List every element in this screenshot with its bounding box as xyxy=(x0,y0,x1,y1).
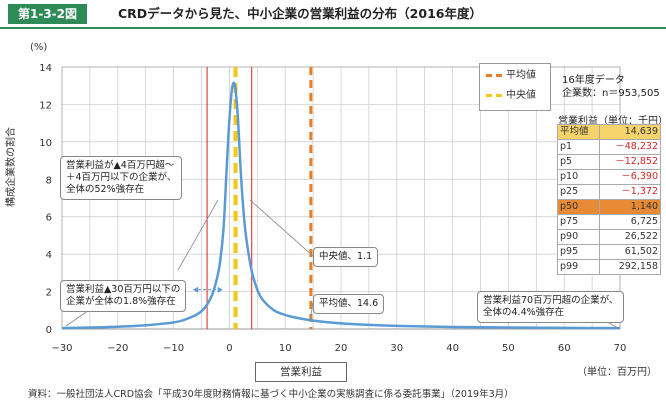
callout-range-4m-line2: ＋4百万円以下の企業が、 xyxy=(66,172,177,183)
reference-lines xyxy=(206,67,313,329)
callout-loss-30m-line2: 企業が全体の1.8%強存在 xyxy=(66,296,176,307)
legend-label-median: 中央値 xyxy=(506,90,536,101)
table-row: p1 －48,232 xyxy=(556,139,661,155)
table-row-value: 26,522 xyxy=(599,229,661,245)
x-tick-label: 20 xyxy=(335,343,348,354)
table-row: p10 －6,390 xyxy=(556,169,661,185)
y-tick-label: 0 xyxy=(46,325,52,336)
legend: 平均値 中央値 xyxy=(479,63,551,111)
legend-label-mean: 平均値 xyxy=(506,70,536,81)
x-tick-label: 30 xyxy=(390,343,403,354)
table-row-label: p25 xyxy=(556,184,601,200)
table-row: p25 －1,372 xyxy=(556,184,661,200)
y-tick-label: 10 xyxy=(39,138,52,149)
table-row-value: －6,390 xyxy=(599,169,661,185)
x-tick-label: 0 xyxy=(226,343,232,354)
table-row-value: 14,639 xyxy=(599,124,661,140)
legend-swatch-mean xyxy=(486,73,502,77)
table-row-value: －48,232 xyxy=(599,139,661,155)
y-tick-label: 14 xyxy=(39,63,52,74)
y-axis-title: 構成企業数の割合 xyxy=(6,127,17,207)
callout-profit-70m-line2: 全体の4.4%強存在 xyxy=(483,307,565,318)
table-row-label: p90 xyxy=(556,229,601,245)
range-arrow-head-left xyxy=(193,286,199,293)
x-tick-label: 70 xyxy=(614,343,627,354)
callout-pointer-median xyxy=(249,199,314,257)
x-axis-title: 営業利益 xyxy=(255,362,347,382)
table-row-value: 292,158 xyxy=(599,259,661,275)
callout-pointer-range xyxy=(177,199,219,271)
y-tick-label: 4 xyxy=(46,250,52,261)
table-row: p5 －12,852 xyxy=(556,154,661,170)
x-tick-label: 60 xyxy=(558,343,571,354)
callout-median: 中央値、1.1 xyxy=(313,247,379,267)
data-note-count: 企業数：n＝953,505 xyxy=(562,88,660,99)
callout-profit-70m-line1: 営業利益70百万円超の企業が、 xyxy=(483,295,619,306)
legend-swatch-median xyxy=(486,93,502,97)
callout-loss-30m-line1: 営業利益▲30百万円以下の xyxy=(66,284,181,295)
table-row: p50 1,140 xyxy=(556,199,661,215)
x-tick-label: −20 xyxy=(107,343,128,354)
figure-title: CRDデータから見た、中小企業の営業利益の分布（2016年度） xyxy=(118,6,482,21)
x-tick-label: 10 xyxy=(279,343,292,354)
header-rule xyxy=(0,27,666,29)
legend-item-median: 中央値 xyxy=(486,88,536,104)
table-row: p90 26,522 xyxy=(556,229,661,245)
callout-range-4m-line1: 営業利益が▲4百万円超～ xyxy=(66,160,175,171)
y-tick-label: 12 xyxy=(39,100,52,111)
range-arrow-head-right xyxy=(217,286,223,293)
table-row-label: p50 xyxy=(556,199,601,215)
table-row-value: －12,852 xyxy=(599,154,661,170)
y-tick-label: 6 xyxy=(46,213,52,224)
distribution-curve xyxy=(61,81,621,330)
figure-id-badge: 第1-3-2図 xyxy=(8,4,88,24)
callout-profit-70m: 営業利益70百万円超の企業が、 全体の4.4%強存在 xyxy=(477,291,625,323)
data-note-year: 16年度データ xyxy=(562,75,625,86)
y-tick-label: 2 xyxy=(46,288,52,299)
table-row-value: 61,502 xyxy=(599,244,661,260)
x-tick-label: 40 xyxy=(446,343,459,354)
callout-range-4m-line3: 全体の52%強存在 xyxy=(66,184,145,195)
data-note: 16年度データ 企業数：n＝953,505 xyxy=(562,74,660,100)
table-row-label: p95 xyxy=(556,244,601,260)
table-row: p75 6,725 xyxy=(556,214,661,230)
table-row-label: p75 xyxy=(556,214,601,230)
table-row-value: 6,725 xyxy=(599,214,661,230)
table-row-label: p5 xyxy=(556,154,601,170)
table-row: 平均値 14,639 xyxy=(556,124,661,140)
legend-item-mean: 平均値 xyxy=(486,68,536,84)
x-tick-label: −30 xyxy=(51,343,72,354)
percentile-table: 平均値 14,639 p1 －48,232 p5 －12,852 p10 －6,390 p25 －… xyxy=(556,124,661,275)
table-row-label: p10 xyxy=(556,169,601,185)
callout-loss-30m: 営業利益▲30百万円以下の 企業が全体の1.8%強存在 xyxy=(60,280,187,312)
table-row-value: －1,372 xyxy=(599,184,661,200)
table-row: p99 292,158 xyxy=(556,259,661,275)
callout-pointer-mean xyxy=(309,302,314,321)
x-tick-label: −10 xyxy=(163,343,184,354)
source-note: 資料：一般社団法人CRD協会「平成30年度財務情報に基づく中小企業の実態調査に係… xyxy=(28,389,514,400)
axis-tick-labels: 0 2 4 6 8 10 12 14 −30 −20 −10 0 10 20 30 40 50 60 70 xyxy=(39,63,626,354)
x-axis-unit: （単位：百万円） xyxy=(577,367,657,378)
y-axis-unit: (%) xyxy=(30,42,48,53)
table-row-label: p1 xyxy=(556,139,601,155)
percentile-table-title: 営業利益（単位：千円） xyxy=(558,116,666,127)
table-row-value: 1,140 xyxy=(599,199,661,215)
table-row-label: p99 xyxy=(556,259,601,275)
callout-mean: 平均値、14.6 xyxy=(313,294,385,314)
x-tick-label: 50 xyxy=(502,343,515,354)
y-tick-label: 8 xyxy=(46,175,52,186)
table-row-label: 平均値 xyxy=(556,124,601,140)
callout-range-4m: 営業利益が▲4百万円超～ ＋4百万円以下の企業が、 全体の52%強存在 xyxy=(60,156,183,200)
table-row: p95 61,502 xyxy=(556,244,661,260)
figure-header: 第1-3-2図 CRDデータから見た、中小企業の営業利益の分布（2016年度） xyxy=(0,0,666,29)
